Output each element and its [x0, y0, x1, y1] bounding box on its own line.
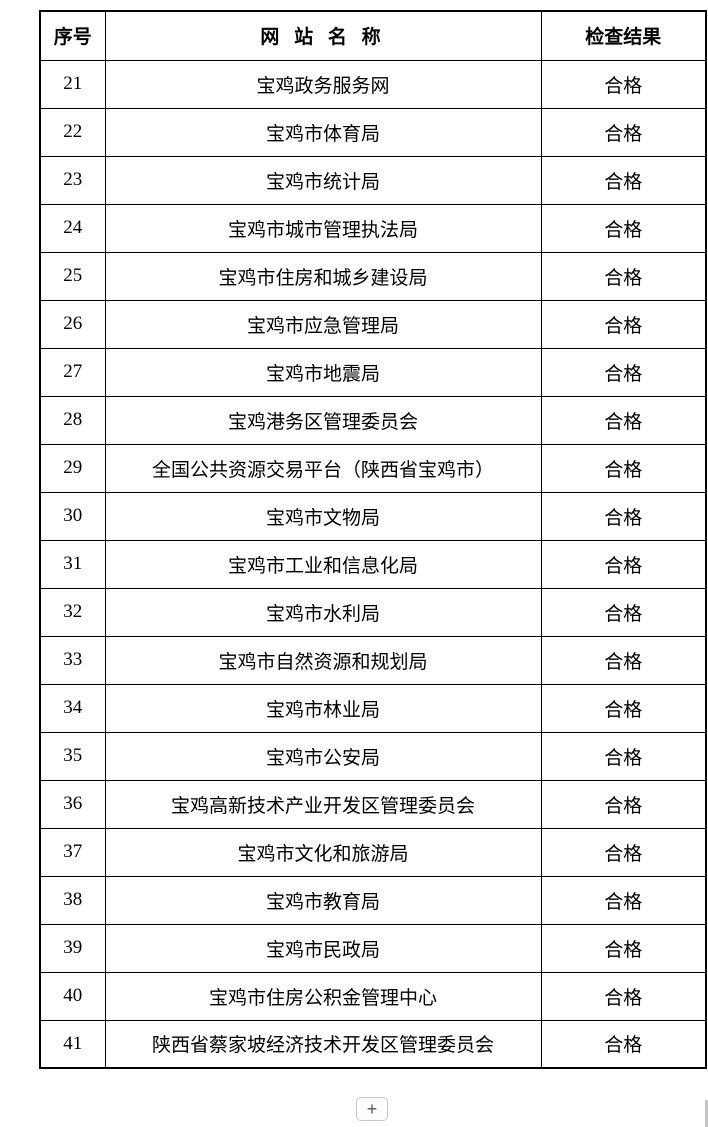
cell-website-name: 宝鸡市城市管理执法局	[104, 203, 542, 253]
cell-website-name: 宝鸡市住房和城乡建设局	[104, 251, 542, 301]
table-body: 21 宝鸡政务服务网 合格 22 宝鸡市体育局 合格 23 宝鸡市统计局 合格 24 宝鸡市城市管理…	[39, 59, 707, 1069]
cell-website-name: 宝鸡市文化和旅游局	[104, 827, 542, 877]
cell-check-result: 合格	[540, 443, 707, 493]
cell-serial-number: 39	[39, 923, 106, 973]
cell-serial-number: 32	[39, 587, 106, 637]
cell-check-result: 合格	[540, 107, 707, 157]
cell-check-result: 合格	[540, 827, 707, 877]
table-row: 24 宝鸡市城市管理执法局 合格	[39, 203, 707, 253]
cell-serial-number: 35	[39, 731, 106, 781]
table-row: 39 宝鸡市民政局 合格	[39, 923, 707, 973]
plus-button[interactable]: +	[356, 1097, 388, 1121]
cell-website-name: 宝鸡港务区管理委员会	[104, 395, 542, 445]
table-row: 37 宝鸡市文化和旅游局 合格	[39, 827, 707, 877]
table-row: 21 宝鸡政务服务网 合格	[39, 59, 707, 109]
table-row: 40 宝鸡市住房公积金管理中心 合格	[39, 971, 707, 1021]
table-row: 35 宝鸡市公安局 合格	[39, 731, 707, 781]
cell-website-name: 宝鸡市工业和信息化局	[104, 539, 542, 589]
cell-website-name: 宝鸡市教育局	[104, 875, 542, 925]
cell-check-result: 合格	[540, 347, 707, 397]
cell-check-result: 合格	[540, 635, 707, 685]
cell-website-name: 宝鸡市水利局	[104, 587, 542, 637]
cell-check-result: 合格	[540, 971, 707, 1021]
table-row: 32 宝鸡市水利局 合格	[39, 587, 707, 637]
header-row: 序号 网 站 名 称 检查结果	[39, 10, 707, 61]
table-row: 29 全国公共资源交易平台（陕西省宝鸡市） 合格	[39, 443, 707, 493]
table-row: 30 宝鸡市文物局 合格	[39, 491, 707, 541]
cell-serial-number: 25	[39, 251, 106, 301]
cell-website-name: 宝鸡市林业局	[104, 683, 542, 733]
cell-check-result: 合格	[540, 299, 707, 349]
cell-serial-number: 27	[39, 347, 106, 397]
table-row: 25 宝鸡市住房和城乡建设局 合格	[39, 251, 707, 301]
header-serial-number: 序号	[39, 10, 106, 61]
cell-serial-number: 34	[39, 683, 106, 733]
cell-website-name: 宝鸡高新技术产业开发区管理委员会	[104, 779, 542, 829]
cell-serial-number: 22	[39, 107, 106, 157]
cell-website-name: 宝鸡政务服务网	[104, 59, 542, 109]
cell-check-result: 合格	[540, 395, 707, 445]
cell-website-name: 全国公共资源交易平台（陕西省宝鸡市）	[104, 443, 542, 493]
cell-serial-number: 23	[39, 155, 106, 205]
cell-check-result: 合格	[540, 203, 707, 253]
table-row: 36 宝鸡高新技术产业开发区管理委员会 合格	[39, 779, 707, 829]
cell-website-name: 宝鸡市公安局	[104, 731, 542, 781]
cell-check-result: 合格	[540, 1019, 707, 1069]
cell-serial-number: 21	[39, 59, 106, 109]
table-row: 26 宝鸡市应急管理局 合格	[39, 299, 707, 349]
table-row: 27 宝鸡市地震局 合格	[39, 347, 707, 397]
cell-website-name: 宝鸡市体育局	[104, 107, 542, 157]
website-check-table: 序号 网 站 名 称 检查结果 21 宝鸡政务服务网 合格 22 宝鸡市体育局 合格 23 宝…	[39, 10, 707, 1069]
table-row: 33 宝鸡市自然资源和规划局 合格	[39, 635, 707, 685]
cell-check-result: 合格	[540, 539, 707, 589]
cell-website-name: 宝鸡市住房公积金管理中心	[104, 971, 542, 1021]
cell-check-result: 合格	[540, 587, 707, 637]
cell-website-name: 宝鸡市文物局	[104, 491, 542, 541]
cell-serial-number: 30	[39, 491, 106, 541]
cell-serial-number: 40	[39, 971, 106, 1021]
table-row: 38 宝鸡市教育局 合格	[39, 875, 707, 925]
cell-website-name: 宝鸡市自然资源和规划局	[104, 635, 542, 685]
cell-serial-number: 26	[39, 299, 106, 349]
cell-website-name: 宝鸡市民政局	[104, 923, 542, 973]
cell-website-name: 宝鸡市统计局	[104, 155, 542, 205]
cell-serial-number: 29	[39, 443, 106, 493]
cell-serial-number: 38	[39, 875, 106, 925]
cell-check-result: 合格	[540, 251, 707, 301]
cell-website-name: 宝鸡市应急管理局	[104, 299, 542, 349]
cell-serial-number: 41	[39, 1019, 106, 1069]
cell-check-result: 合格	[540, 491, 707, 541]
cell-serial-number: 28	[39, 395, 106, 445]
table-row: 31 宝鸡市工业和信息化局 合格	[39, 539, 707, 589]
table-row: 41 陕西省蔡家坡经济技术开发区管理委员会 合格	[39, 1019, 707, 1069]
scrollbar-thumb[interactable]	[705, 1100, 708, 1127]
cell-check-result: 合格	[540, 683, 707, 733]
cell-serial-number: 36	[39, 779, 106, 829]
cell-serial-number: 37	[39, 827, 106, 877]
cell-serial-number: 24	[39, 203, 106, 253]
header-website-name: 网 站 名 称	[104, 10, 542, 61]
cell-check-result: 合格	[540, 875, 707, 925]
table-row: 34 宝鸡市林业局 合格	[39, 683, 707, 733]
cell-check-result: 合格	[540, 923, 707, 973]
table-row: 28 宝鸡港务区管理委员会 合格	[39, 395, 707, 445]
cell-check-result: 合格	[540, 779, 707, 829]
cell-check-result: 合格	[540, 731, 707, 781]
cell-check-result: 合格	[540, 59, 707, 109]
table-row: 22 宝鸡市体育局 合格	[39, 107, 707, 157]
table-row: 23 宝鸡市统计局 合格	[39, 155, 707, 205]
cell-check-result: 合格	[540, 155, 707, 205]
cell-website-name: 陕西省蔡家坡经济技术开发区管理委员会	[104, 1019, 542, 1069]
cell-website-name: 宝鸡市地震局	[104, 347, 542, 397]
cell-serial-number: 31	[39, 539, 106, 589]
cell-serial-number: 33	[39, 635, 106, 685]
header-check-result: 检查结果	[540, 10, 707, 61]
